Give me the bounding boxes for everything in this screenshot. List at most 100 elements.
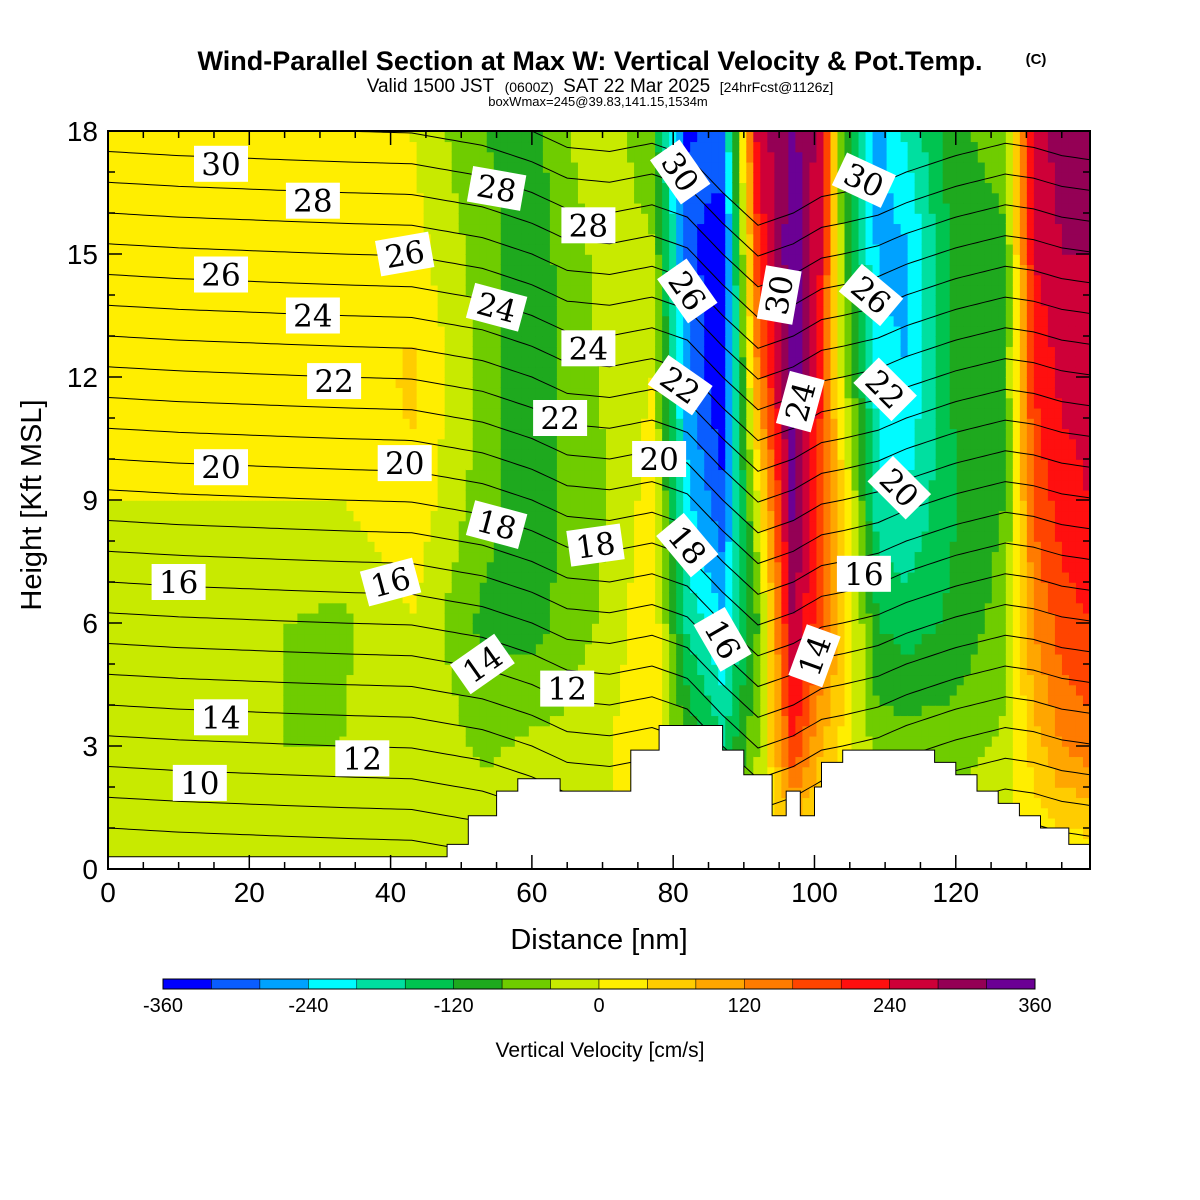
velocity-cell [248, 541, 257, 553]
velocity-cell [423, 202, 432, 214]
velocity-cell [248, 243, 257, 255]
velocity-cell [528, 612, 537, 624]
velocity-cell [423, 131, 432, 143]
velocity-cell [171, 397, 179, 409]
velocity-cell [339, 571, 348, 583]
velocity-cell [493, 213, 502, 225]
velocity-cell [129, 151, 137, 163]
velocity-cell [136, 264, 144, 276]
velocity-cell [178, 438, 186, 450]
velocity-cell [311, 141, 320, 153]
velocity-cell [528, 561, 537, 573]
velocity-cell [304, 602, 313, 614]
velocity-cell [353, 264, 362, 276]
velocity-cell [122, 131, 130, 143]
velocity-cell [150, 510, 158, 522]
velocity-cell [451, 213, 460, 225]
velocity-cell [570, 192, 579, 204]
velocity-cell [241, 243, 250, 255]
velocity-cell [318, 500, 327, 512]
velocity-cell [269, 520, 278, 532]
velocity-cell [381, 182, 390, 194]
velocity-cell [143, 520, 151, 532]
velocity-cell [255, 377, 264, 389]
velocity-cell [283, 571, 292, 583]
velocity-cell [549, 633, 558, 645]
velocity-cell [164, 264, 172, 276]
velocity-cell [479, 213, 488, 225]
velocity-cell [262, 530, 271, 542]
velocity-cell [192, 407, 200, 419]
velocity-cell [409, 705, 418, 717]
velocity-cell [444, 202, 453, 214]
velocity-cell [395, 284, 404, 296]
velocity-cell [577, 766, 586, 778]
velocity-cell [451, 582, 460, 594]
velocity-cell [360, 223, 369, 235]
velocity-cell [486, 735, 495, 747]
velocity-cell [465, 469, 474, 481]
velocity-cell [143, 356, 151, 368]
velocity-cell [311, 530, 320, 542]
velocity-cell [276, 766, 285, 778]
velocity-cell [395, 305, 404, 317]
velocity-cell [458, 366, 467, 378]
velocity-cell [311, 735, 320, 747]
velocity-cell [535, 551, 544, 563]
velocity-cell [290, 510, 299, 522]
velocity-cell [577, 448, 586, 460]
velocity-cell [535, 633, 544, 645]
velocity-cell [129, 766, 137, 778]
velocity-cell [353, 787, 362, 799]
velocity-cell [115, 541, 123, 553]
velocity-cell [304, 131, 313, 143]
velocity-cell [157, 664, 165, 676]
velocity-cell [437, 807, 446, 819]
velocity-cell [304, 664, 313, 676]
velocity-cell [185, 828, 193, 840]
velocity-cell [171, 305, 179, 317]
velocity-cell [500, 377, 509, 389]
velocity-cell [346, 776, 355, 788]
velocity-cell [409, 510, 418, 522]
velocity-cell [451, 838, 460, 850]
velocity-cell [360, 828, 369, 840]
velocity-cell [178, 192, 186, 204]
velocity-cell [472, 336, 481, 348]
velocity-cell [514, 479, 523, 491]
velocity-cell [297, 623, 306, 635]
velocity-cell [374, 715, 383, 727]
velocity-cell [339, 623, 348, 635]
velocity-cell [542, 766, 551, 778]
velocity-cell [241, 612, 250, 624]
velocity-cell [360, 407, 369, 419]
velocity-cell [227, 828, 236, 840]
velocity-cell [171, 623, 179, 635]
velocity-cell [444, 705, 453, 717]
velocity-cell [227, 602, 236, 614]
velocity-cell [444, 684, 453, 696]
velocity-cell [577, 469, 586, 481]
velocity-cell [465, 582, 474, 594]
velocity-cell [395, 192, 404, 204]
velocity-cell [360, 633, 369, 645]
velocity-cell [458, 141, 467, 153]
velocity-cell [325, 356, 334, 368]
velocity-cell [486, 571, 495, 583]
velocity-cell [507, 213, 516, 225]
velocity-cell [220, 623, 229, 635]
velocity-cell [297, 172, 306, 184]
velocity-cell [570, 633, 579, 645]
velocity-cell [164, 151, 172, 163]
velocity-cell [556, 592, 565, 604]
velocity-cell [535, 561, 544, 573]
velocity-cell [500, 346, 509, 358]
velocity-cell [591, 766, 600, 778]
velocity-cell [157, 438, 165, 450]
velocity-cell [192, 336, 200, 348]
velocity-cell [129, 828, 137, 840]
velocity-cell [535, 213, 544, 225]
velocity-cell [171, 254, 179, 266]
velocity-cell [549, 664, 558, 676]
velocity-cell [570, 735, 579, 747]
